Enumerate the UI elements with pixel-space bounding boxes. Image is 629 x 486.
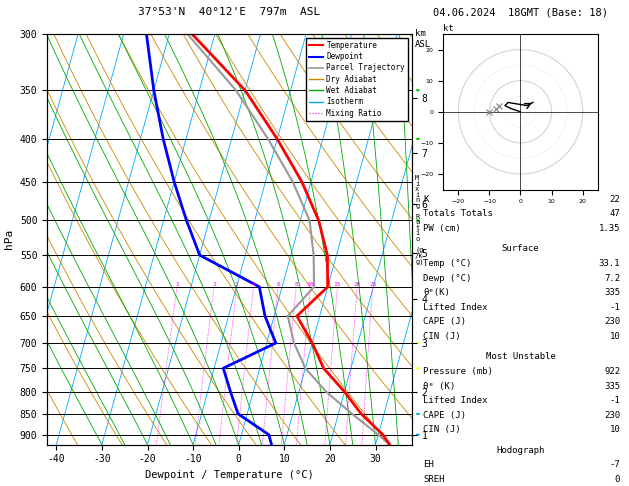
Text: 2: 2 — [212, 282, 216, 287]
Text: 6: 6 — [276, 282, 280, 287]
Text: 1.35: 1.35 — [599, 224, 620, 233]
Text: Totals Totals: Totals Totals — [423, 209, 493, 219]
Text: 37°53'N  40°12'E  797m  ASL: 37°53'N 40°12'E 797m ASL — [138, 7, 321, 17]
Text: 335: 335 — [604, 288, 620, 297]
Text: 10: 10 — [307, 282, 314, 287]
Text: Pressure (mb): Pressure (mb) — [423, 367, 493, 376]
Text: Surface: Surface — [502, 244, 539, 254]
Text: 04.06.2024  18GMT (Base: 18): 04.06.2024 18GMT (Base: 18) — [433, 7, 608, 17]
Text: 15: 15 — [333, 282, 341, 287]
Text: -1: -1 — [610, 303, 620, 312]
Text: CIN (J): CIN (J) — [423, 425, 461, 434]
Text: Temp (°C): Temp (°C) — [423, 259, 472, 268]
Text: 47: 47 — [610, 209, 620, 219]
Text: 33.1: 33.1 — [599, 259, 620, 268]
Text: PW (cm): PW (cm) — [423, 224, 461, 233]
Text: EH: EH — [423, 460, 434, 469]
Text: 10: 10 — [610, 332, 620, 341]
Text: 0: 0 — [615, 475, 620, 484]
Text: 335: 335 — [604, 382, 620, 391]
Text: -1: -1 — [610, 396, 620, 405]
X-axis label: Dewpoint / Temperature (°C): Dewpoint / Temperature (°C) — [145, 470, 314, 480]
Text: SREH: SREH — [423, 475, 445, 484]
Text: CAPE (J): CAPE (J) — [423, 411, 466, 420]
Text: 230: 230 — [604, 411, 620, 420]
Text: 20: 20 — [353, 282, 361, 287]
Text: θᵉ (K): θᵉ (K) — [423, 382, 455, 391]
Legend: Temperature, Dewpoint, Parcel Trajectory, Dry Adiabat, Wet Adiabat, Isotherm, Mi: Temperature, Dewpoint, Parcel Trajectory… — [306, 38, 408, 121]
Text: -7: -7 — [610, 460, 620, 469]
Text: CAPE (J): CAPE (J) — [423, 317, 466, 327]
Text: 4: 4 — [252, 282, 255, 287]
Text: Most Unstable: Most Unstable — [486, 352, 555, 362]
Text: CIN (J): CIN (J) — [423, 332, 461, 341]
Text: kt: kt — [443, 24, 454, 33]
Text: Lifted Index: Lifted Index — [423, 396, 488, 405]
Text: 22: 22 — [610, 195, 620, 204]
Text: 7.2: 7.2 — [604, 274, 620, 283]
Text: km
ASL: km ASL — [415, 29, 431, 49]
Text: 3: 3 — [235, 282, 238, 287]
Text: 922: 922 — [604, 367, 620, 376]
Text: Lifted Index: Lifted Index — [423, 303, 488, 312]
Text: K: K — [423, 195, 429, 204]
Text: 230: 230 — [604, 317, 620, 327]
Text: θᵉ(K): θᵉ(K) — [423, 288, 450, 297]
Text: Dewp (°C): Dewp (°C) — [423, 274, 472, 283]
Text: Hodograph: Hodograph — [496, 446, 545, 455]
Text: M
i
x
i
n
g
 
R
a
t
i
o
 
(g
/k
g): M i x i n g R a t i o (g /k g) — [415, 175, 424, 265]
Text: 1: 1 — [175, 282, 179, 287]
Y-axis label: hPa: hPa — [4, 229, 14, 249]
Text: 8: 8 — [294, 282, 298, 287]
Text: 10: 10 — [610, 425, 620, 434]
Text: 25: 25 — [369, 282, 377, 287]
